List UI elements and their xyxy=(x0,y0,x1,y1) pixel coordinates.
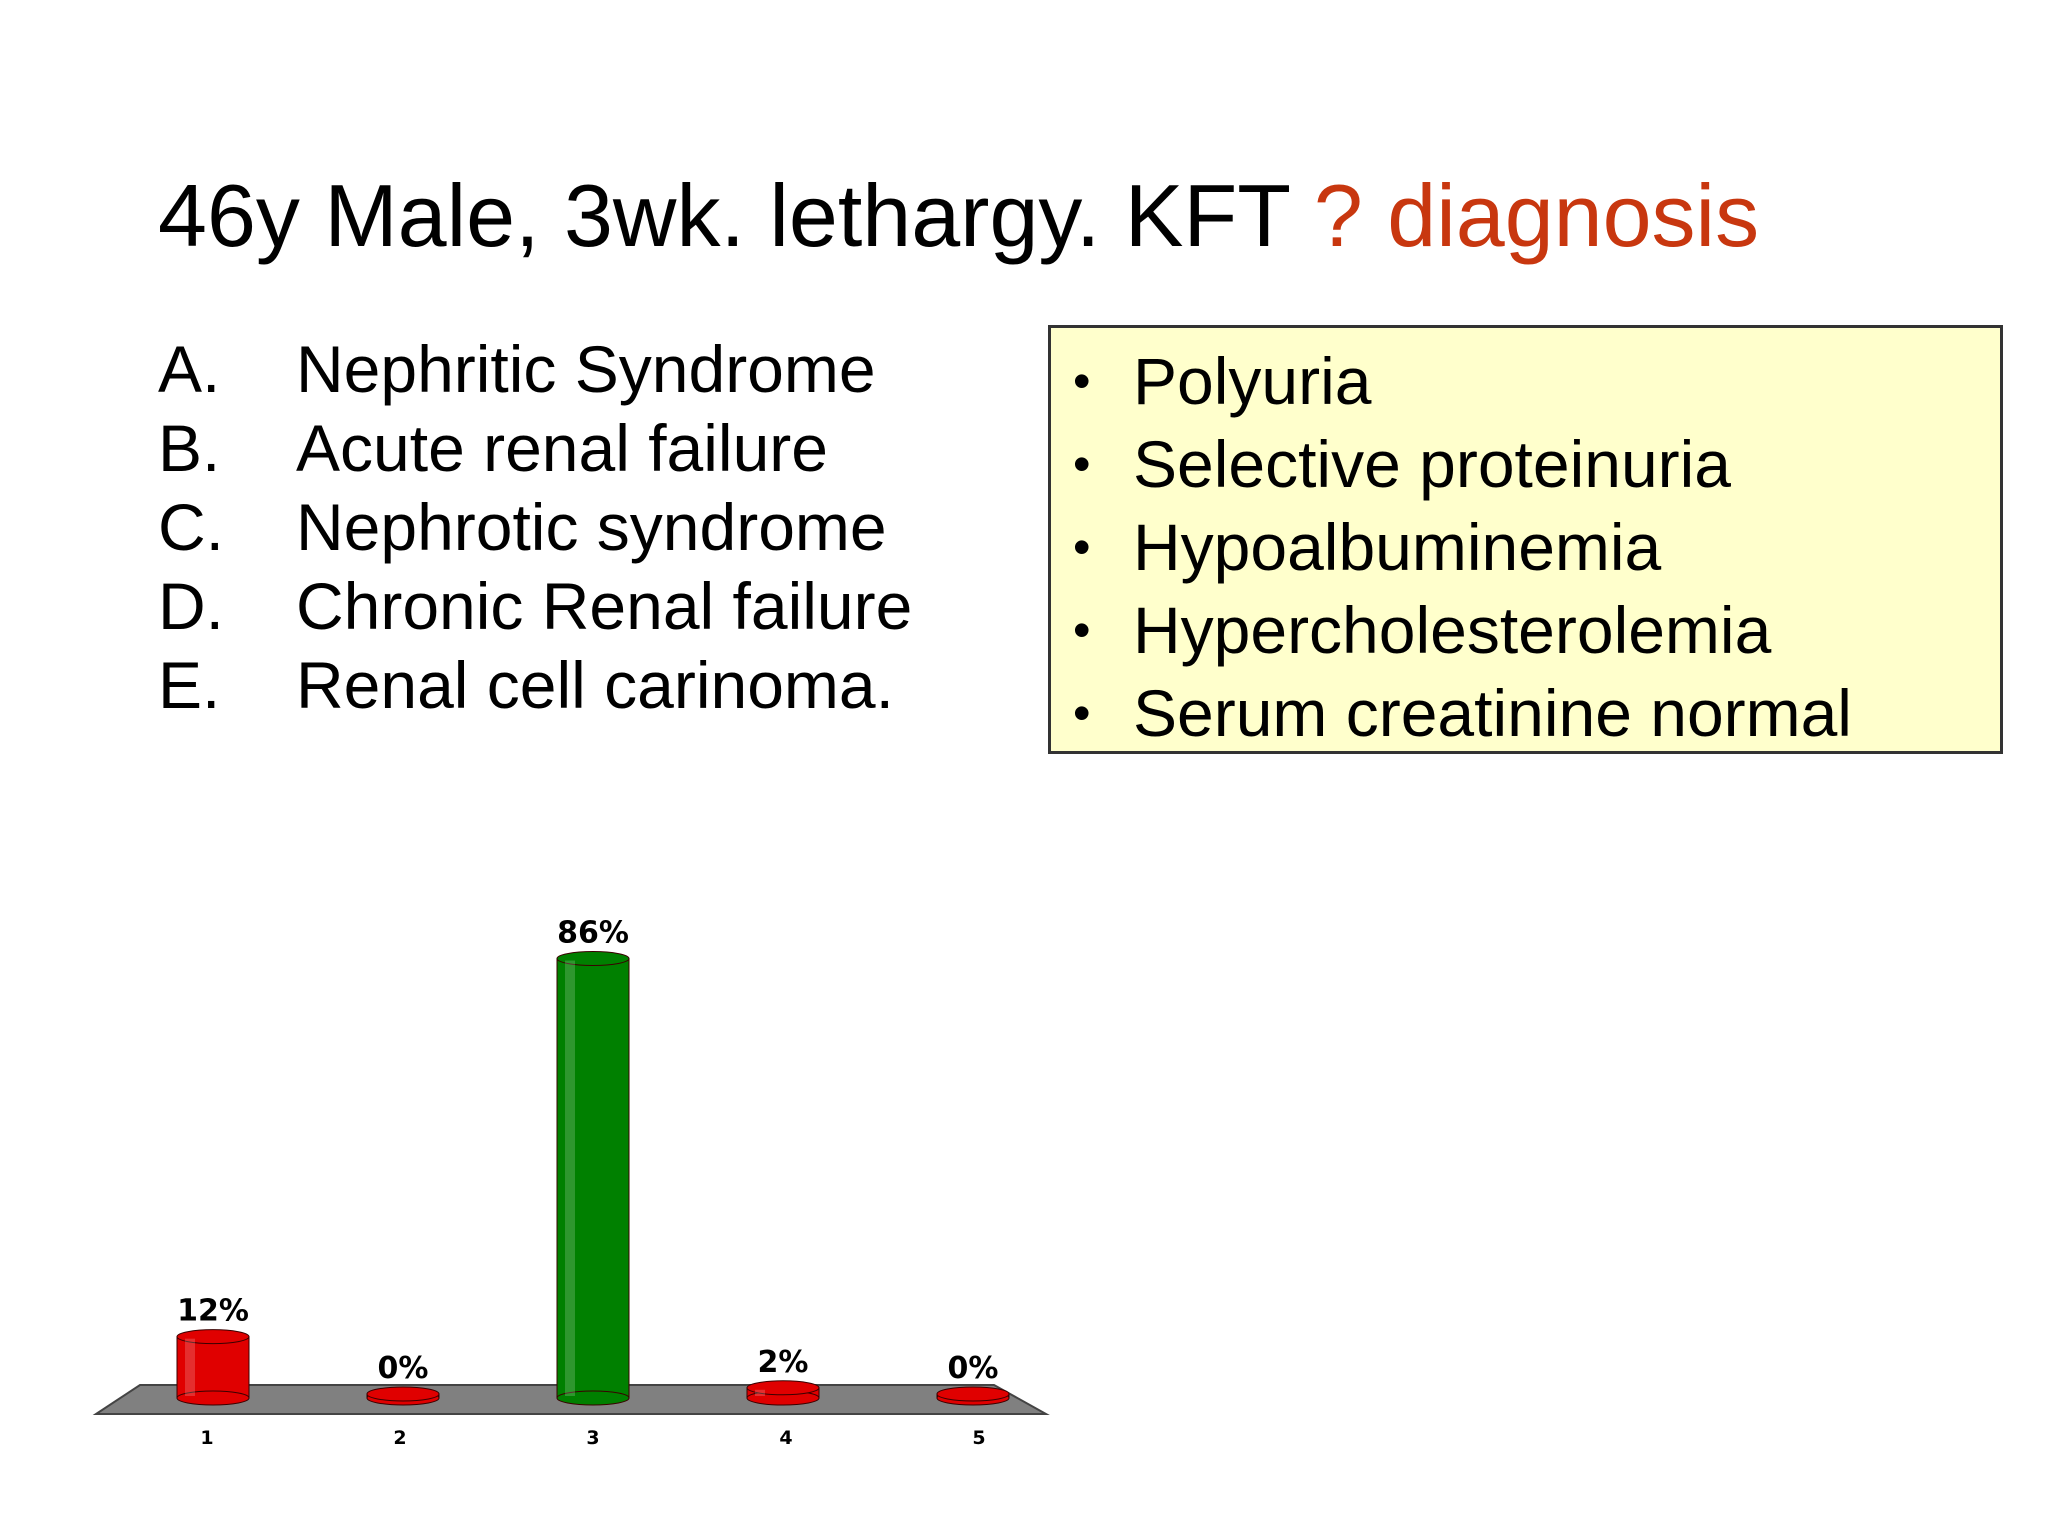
option-letter: E. xyxy=(158,648,221,722)
bullet-icon: • xyxy=(1073,436,1091,492)
option-text: Chronic Renal failure xyxy=(296,569,913,643)
data-label: 12% xyxy=(177,1294,249,1329)
x-tick-label: 1 xyxy=(200,1427,213,1449)
answer-options: A. Nephritic Syndrome B. Acute renal failu… xyxy=(158,330,912,725)
data-label: 0% xyxy=(948,1351,999,1386)
bullet-icon: • xyxy=(1073,353,1091,409)
finding-text: Polyuria xyxy=(1133,344,1372,418)
bar xyxy=(746,1380,820,1406)
finding-text: Selective proteinuria xyxy=(1133,427,1731,501)
bullet-icon: • xyxy=(1073,685,1091,741)
findings-box: • Polyuria • Selective proteinuria • Hypoal… xyxy=(1048,325,2003,754)
x-tick-label: 2 xyxy=(393,1427,406,1449)
slide-title: 46y Male, 3wk. lethargy. KFT ? diagnosis xyxy=(158,172,1759,260)
option-text: Acute renal failure xyxy=(296,411,828,485)
bullet-icon: • xyxy=(1073,519,1091,575)
bar xyxy=(176,1329,250,1406)
x-tick-label: 4 xyxy=(779,1427,792,1449)
option-text: Nephritic Syndrome xyxy=(296,332,876,406)
data-label: 0% xyxy=(378,1351,429,1386)
data-label: 86% xyxy=(557,916,629,951)
answer-option: E. Renal cell carinoma. xyxy=(158,646,912,725)
finding-item: • Polyuria xyxy=(1073,340,2000,423)
option-text: Nephrotic syndrome xyxy=(296,490,887,564)
title-accent: ? diagnosis xyxy=(1313,166,1760,265)
bar xyxy=(366,1386,440,1406)
title-main: 46y Male, 3wk. lethargy. KFT xyxy=(158,166,1290,265)
response-bar-chart: 12% 1 0% 2 86% 3 2% 4 0% 5 xyxy=(92,916,1050,1449)
option-letter: B. xyxy=(158,411,221,485)
option-letter: C. xyxy=(158,490,224,564)
option-letter: D. xyxy=(158,569,224,643)
x-tick-label: 5 xyxy=(972,1427,985,1449)
finding-item: • Hypoalbuminemia xyxy=(1073,506,2000,589)
data-label: 2% xyxy=(758,1345,809,1380)
finding-item: • Serum creatinine normal xyxy=(1073,672,2000,755)
option-letter: A. xyxy=(158,332,221,406)
option-text: Renal cell carinoma. xyxy=(296,648,894,722)
finding-item: • Hypercholesterolemia xyxy=(1073,589,2000,672)
x-tick-label: 3 xyxy=(586,1427,599,1449)
finding-item: • Selective proteinuria xyxy=(1073,423,2000,506)
answer-option: B. Acute renal failure xyxy=(158,409,912,488)
bar xyxy=(936,1386,1010,1406)
findings-list: • Polyuria • Selective proteinuria • Hypoal… xyxy=(1051,328,2000,755)
bullet-icon: • xyxy=(1073,602,1091,658)
bar xyxy=(556,951,630,1406)
answer-option: A. Nephritic Syndrome xyxy=(158,330,912,409)
finding-text: Hypercholesterolemia xyxy=(1133,593,1772,667)
answer-option: D. Chronic Renal failure xyxy=(158,567,912,646)
answer-option: C. Nephrotic syndrome xyxy=(158,488,912,567)
finding-text: Hypoalbuminemia xyxy=(1133,510,1662,584)
finding-text: Serum creatinine normal xyxy=(1133,676,1852,750)
